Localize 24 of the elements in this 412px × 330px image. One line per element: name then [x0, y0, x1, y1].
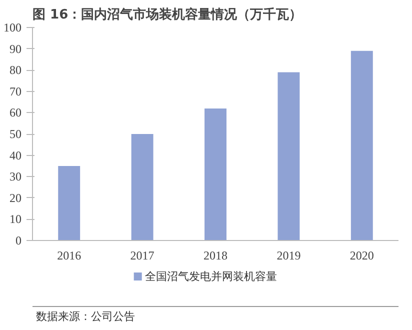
x-tick-label: 2017 — [130, 248, 154, 262]
y-tick-label: 60 — [10, 106, 22, 120]
bar — [204, 108, 226, 240]
chart-title: 图 16：国内沼气市场装机容量情况（万千瓦） — [32, 6, 302, 22]
y-tick-label: 70 — [10, 84, 22, 98]
bar — [350, 50, 373, 240]
x-tick-label: 2016 — [57, 248, 82, 262]
legend-label: 全国沼气发电并网装机容量 — [144, 270, 277, 283]
y-tick-label: 30 — [10, 170, 22, 184]
x-tick-label: 2018 — [204, 248, 228, 262]
y-tick-label: 90 — [10, 42, 22, 56]
y-tick-label: 100 — [4, 20, 22, 34]
bar — [131, 134, 154, 240]
y-tick-label: 50 — [10, 127, 22, 141]
x-tick-label: 2020 — [350, 248, 374, 262]
y-tick-label: 0 — [16, 234, 22, 248]
x-tick-label: 2019 — [276, 248, 301, 262]
y-tick-label: 20 — [10, 190, 22, 205]
y-tick-label: 80 — [10, 63, 22, 78]
y-tick-label: 40 — [10, 148, 22, 162]
bar — [58, 166, 80, 240]
source-note: 数据来源：公司公告 — [36, 310, 136, 323]
bar — [278, 72, 300, 240]
y-tick-label: 10 — [10, 212, 22, 226]
